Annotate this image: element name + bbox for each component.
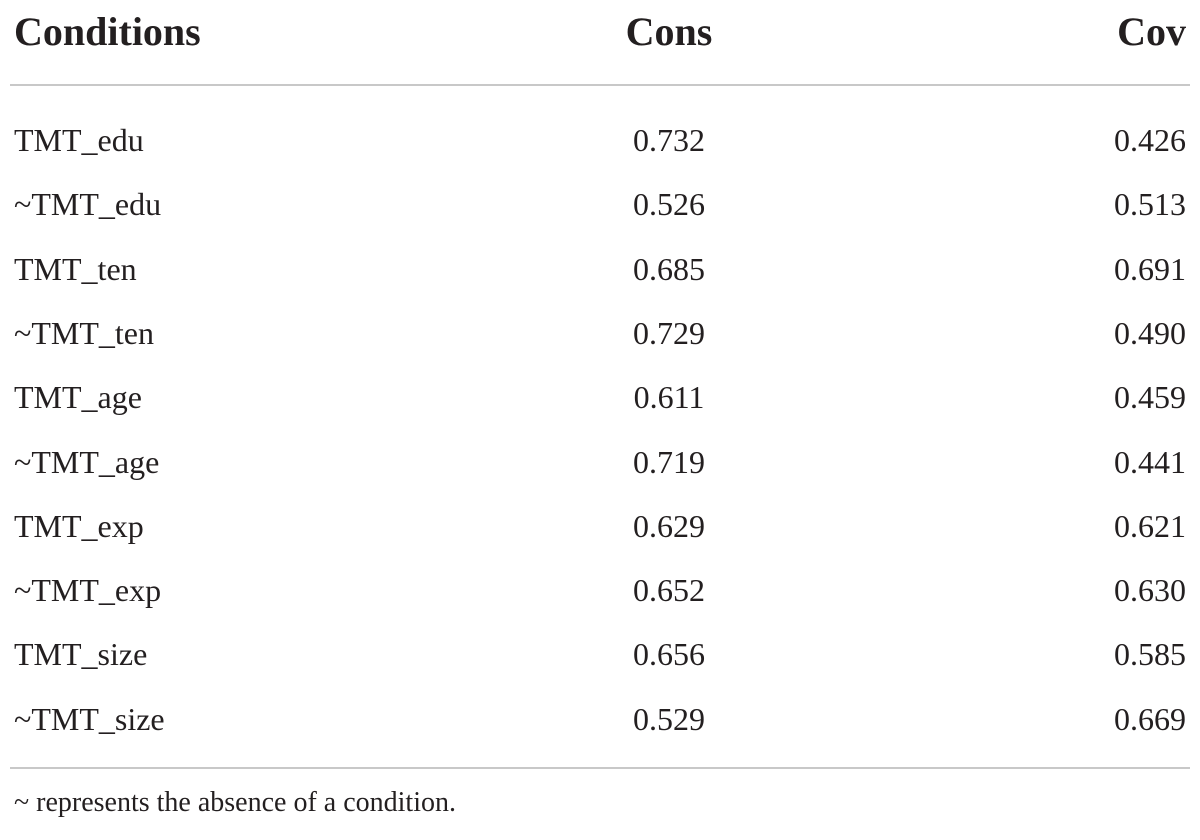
table-cell: 0.441 — [1114, 443, 1186, 480]
table-cell: ~TMT_size — [14, 700, 165, 737]
table-cell: 0.529 — [633, 700, 705, 737]
table-cell: 0.621 — [1114, 507, 1186, 544]
table-cell: 0.585 — [1114, 636, 1186, 673]
table-cell: 0.629 — [633, 507, 705, 544]
table-cell: 0.611 — [633, 379, 705, 416]
table-cell: 0.685 — [633, 250, 705, 287]
table-cell: ~TMT_age — [14, 443, 160, 480]
table-cell: TMT_edu — [14, 122, 144, 158]
column-header: Conditions — [14, 9, 201, 54]
table-cell: 0.526 — [633, 186, 705, 223]
table-cell: ~TMT_exp — [14, 572, 162, 609]
table-cell: TMT_age — [14, 379, 142, 416]
table-cell: 0.656 — [633, 636, 705, 673]
table-cell: TMT_ten — [14, 250, 137, 287]
table-cell: 0.630 — [1114, 572, 1186, 609]
table-cell: ~TMT_ten — [14, 314, 154, 351]
table-cell: 0.459 — [1114, 379, 1186, 416]
table-cell: 0.732 — [633, 122, 705, 158]
table-cell: 0.513 — [1114, 186, 1186, 223]
table-cell: TMT_exp — [14, 507, 144, 544]
table-cell: 0.426 — [1114, 122, 1186, 158]
column-header: Cov — [1117, 9, 1186, 54]
table-cell: 0.652 — [633, 572, 705, 609]
table-cell: 0.669 — [1114, 700, 1186, 737]
table-cell: 0.691 — [1114, 250, 1186, 287]
footnote: ~ represents the absence of a condition. — [14, 787, 456, 818]
bottom-rule — [10, 767, 1190, 769]
table-cell: TMT_size — [14, 636, 148, 673]
table-cell: 0.490 — [1114, 314, 1186, 351]
table-cell: 0.719 — [633, 443, 705, 480]
column-header: Cons — [625, 9, 713, 54]
table-cell: 0.729 — [633, 314, 705, 351]
header-rule — [10, 84, 1190, 86]
table-cell: ~TMT_edu — [14, 186, 162, 223]
